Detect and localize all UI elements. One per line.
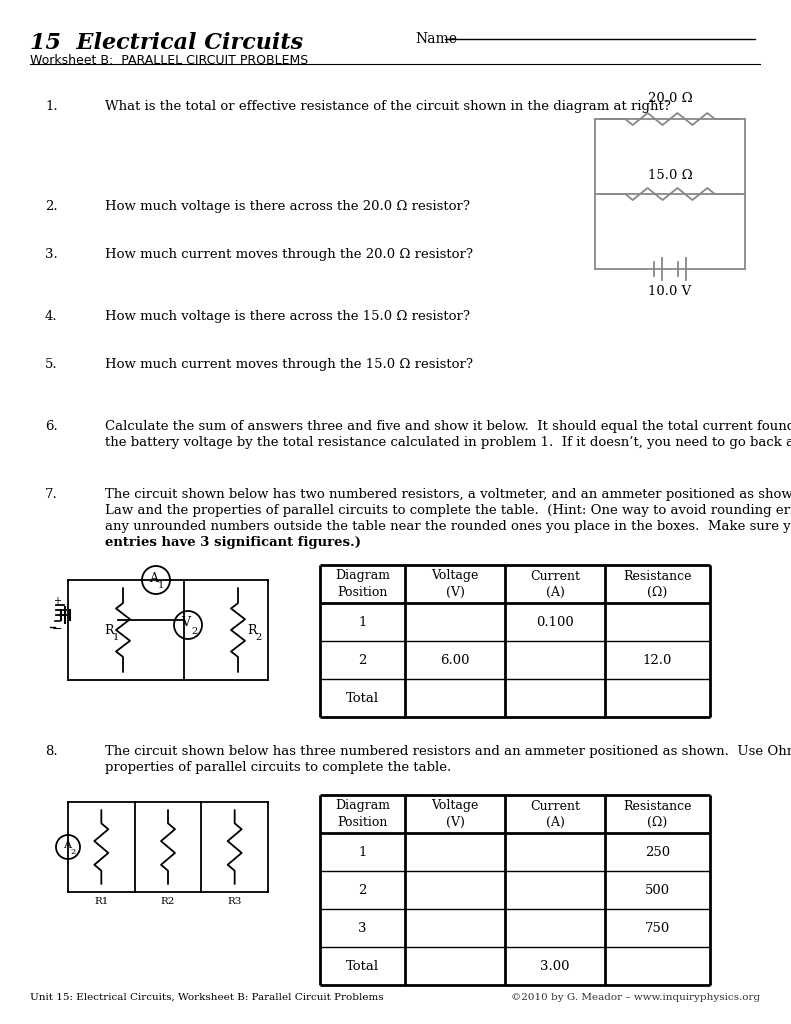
Text: Voltage
(V): Voltage (V): [431, 569, 479, 598]
Text: 250: 250: [645, 846, 670, 858]
Text: Current
(A): Current (A): [530, 569, 580, 598]
Text: 3: 3: [358, 922, 367, 935]
Text: A: A: [63, 840, 71, 850]
Text: 0.100: 0.100: [536, 615, 574, 629]
Text: Name: Name: [415, 32, 457, 46]
Text: 5.: 5.: [45, 358, 58, 371]
Text: R3: R3: [228, 897, 242, 906]
Text: 2: 2: [70, 848, 76, 856]
Text: The circuit shown below has three numbered resistors and an ammeter positioned a: The circuit shown below has three number…: [105, 745, 791, 758]
Text: 3.: 3.: [45, 248, 58, 261]
Text: +: +: [53, 596, 61, 606]
Text: 7.: 7.: [45, 488, 58, 501]
Text: 15.0 Ω: 15.0 Ω: [648, 169, 692, 182]
Text: 1: 1: [358, 846, 367, 858]
Text: Total: Total: [346, 691, 379, 705]
Text: 2.: 2.: [45, 200, 58, 213]
Text: 6.00: 6.00: [441, 653, 470, 667]
Text: Calculate the sum of answers three and five and show it below.  It should equal : Calculate the sum of answers three and f…: [105, 420, 791, 433]
Text: How much voltage is there across the 20.0 Ω resistor?: How much voltage is there across the 20.…: [105, 200, 470, 213]
Text: The circuit shown below has two numbered resistors, a voltmeter, and an ammeter : The circuit shown below has two numbered…: [105, 488, 791, 501]
Text: 2: 2: [255, 634, 262, 642]
Text: 8.: 8.: [45, 745, 58, 758]
Text: How much current moves through the 15.0 Ω resistor?: How much current moves through the 15.0 …: [105, 358, 473, 371]
Text: R1: R1: [94, 897, 108, 906]
Text: 3.00: 3.00: [540, 959, 570, 973]
Text: Diagram
Position: Diagram Position: [335, 800, 390, 828]
Text: Resistance
(Ω): Resistance (Ω): [623, 800, 692, 828]
Text: 6.: 6.: [45, 420, 58, 433]
Text: 1.: 1.: [45, 100, 58, 113]
Text: ©2010 by G. Meador – www.inquiryphysics.org: ©2010 by G. Meador – www.inquiryphysics.…: [511, 993, 760, 1002]
Text: −: −: [51, 623, 62, 636]
Text: 2: 2: [191, 627, 197, 636]
Text: 1: 1: [113, 634, 119, 642]
Text: 1: 1: [158, 582, 164, 591]
Text: 2: 2: [358, 653, 367, 667]
Text: R: R: [104, 624, 114, 637]
Text: 1: 1: [358, 615, 367, 629]
Text: 10.0 V: 10.0 V: [649, 285, 691, 298]
Text: Law and the properties of parallel circuits to complete the table.  (Hint: One w: Law and the properties of parallel circu…: [105, 504, 791, 517]
Text: any unrounded numbers outside the table near the rounded ones you place in the b: any unrounded numbers outside the table …: [105, 520, 791, 534]
Text: Diagram
Position: Diagram Position: [335, 569, 390, 598]
Text: 15  Electrical Circuits: 15 Electrical Circuits: [30, 32, 303, 54]
Text: 20.0 Ω: 20.0 Ω: [648, 92, 692, 105]
Text: Voltage
(V): Voltage (V): [431, 800, 479, 828]
Text: How much voltage is there across the 15.0 Ω resistor?: How much voltage is there across the 15.…: [105, 310, 470, 323]
Text: Total: Total: [346, 959, 379, 973]
Text: R: R: [248, 624, 257, 637]
Text: A: A: [149, 571, 158, 585]
Text: How much current moves through the 20.0 Ω resistor?: How much current moves through the 20.0 …: [105, 248, 473, 261]
Text: the battery voltage by the total resistance calculated in problem 1.  If it does: the battery voltage by the total resista…: [105, 436, 791, 449]
Text: Current
(A): Current (A): [530, 800, 580, 828]
Text: Unit 15: Electrical Circuits, Worksheet B: Parallel Circuit Problems: Unit 15: Electrical Circuits, Worksheet …: [30, 993, 384, 1002]
Text: 2: 2: [358, 884, 367, 896]
Text: V: V: [181, 616, 191, 630]
Text: R2: R2: [161, 897, 175, 906]
Text: 12.0: 12.0: [643, 653, 672, 667]
Text: properties of parallel circuits to complete the table.: properties of parallel circuits to compl…: [105, 761, 451, 774]
Text: 750: 750: [645, 922, 670, 935]
Text: Resistance
(Ω): Resistance (Ω): [623, 569, 692, 598]
Text: 4.: 4.: [45, 310, 58, 323]
Text: 500: 500: [645, 884, 670, 896]
Text: entries have 3 significant figures.): entries have 3 significant figures.): [105, 536, 361, 549]
Text: Worksheet B:  PARALLEL CIRCUIT PROBLEMS: Worksheet B: PARALLEL CIRCUIT PROBLEMS: [30, 54, 308, 67]
Text: What is the total or effective resistance of the circuit shown in the diagram at: What is the total or effective resistanc…: [105, 100, 671, 113]
